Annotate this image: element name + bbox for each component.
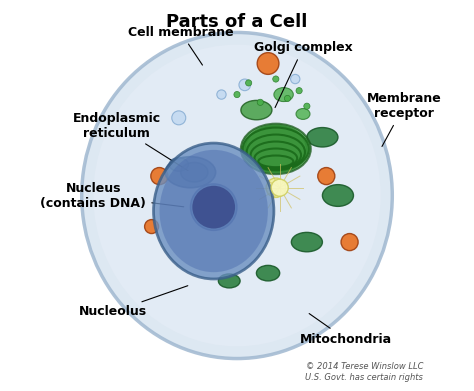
Circle shape — [291, 74, 300, 84]
Circle shape — [246, 80, 252, 86]
Ellipse shape — [160, 150, 268, 272]
Text: Nucleus
(contains DNA): Nucleus (contains DNA) — [40, 181, 184, 210]
Text: Parts of a Cell: Parts of a Cell — [166, 13, 308, 31]
Ellipse shape — [93, 45, 381, 346]
Text: Cell membrane: Cell membrane — [128, 26, 234, 65]
Ellipse shape — [219, 274, 240, 288]
Circle shape — [257, 99, 264, 106]
Ellipse shape — [241, 100, 272, 120]
Ellipse shape — [82, 32, 392, 359]
Circle shape — [192, 186, 235, 228]
Circle shape — [296, 88, 302, 94]
Circle shape — [341, 233, 358, 251]
Text: Membrane
receptor: Membrane receptor — [366, 92, 441, 147]
Circle shape — [172, 111, 186, 125]
Circle shape — [284, 95, 291, 102]
Circle shape — [234, 91, 240, 98]
Circle shape — [217, 90, 226, 99]
Circle shape — [273, 76, 279, 82]
Circle shape — [239, 79, 251, 91]
Text: Golgi complex: Golgi complex — [254, 41, 352, 108]
Text: Mitochondria: Mitochondria — [300, 314, 392, 346]
Circle shape — [257, 53, 279, 74]
Ellipse shape — [256, 265, 280, 281]
Ellipse shape — [274, 88, 293, 102]
Ellipse shape — [292, 232, 322, 252]
Circle shape — [151, 168, 168, 185]
Ellipse shape — [245, 126, 307, 172]
Circle shape — [266, 178, 285, 197]
Ellipse shape — [181, 163, 208, 182]
Text: © 2014 Terese Winslow LLC
U.S. Govt. has certain rights: © 2014 Terese Winslow LLC U.S. Govt. has… — [305, 362, 423, 382]
Circle shape — [304, 103, 310, 109]
Ellipse shape — [296, 109, 310, 119]
Ellipse shape — [169, 158, 189, 171]
Ellipse shape — [165, 157, 216, 188]
Circle shape — [271, 179, 288, 196]
Ellipse shape — [322, 185, 354, 206]
Text: Nucleolus: Nucleolus — [79, 286, 188, 318]
Ellipse shape — [307, 127, 338, 147]
Ellipse shape — [154, 143, 274, 279]
Ellipse shape — [241, 124, 311, 174]
Circle shape — [191, 184, 237, 230]
Circle shape — [318, 168, 335, 185]
Circle shape — [145, 220, 159, 233]
Text: Endoplasmic
reticulum: Endoplasmic reticulum — [73, 111, 188, 171]
